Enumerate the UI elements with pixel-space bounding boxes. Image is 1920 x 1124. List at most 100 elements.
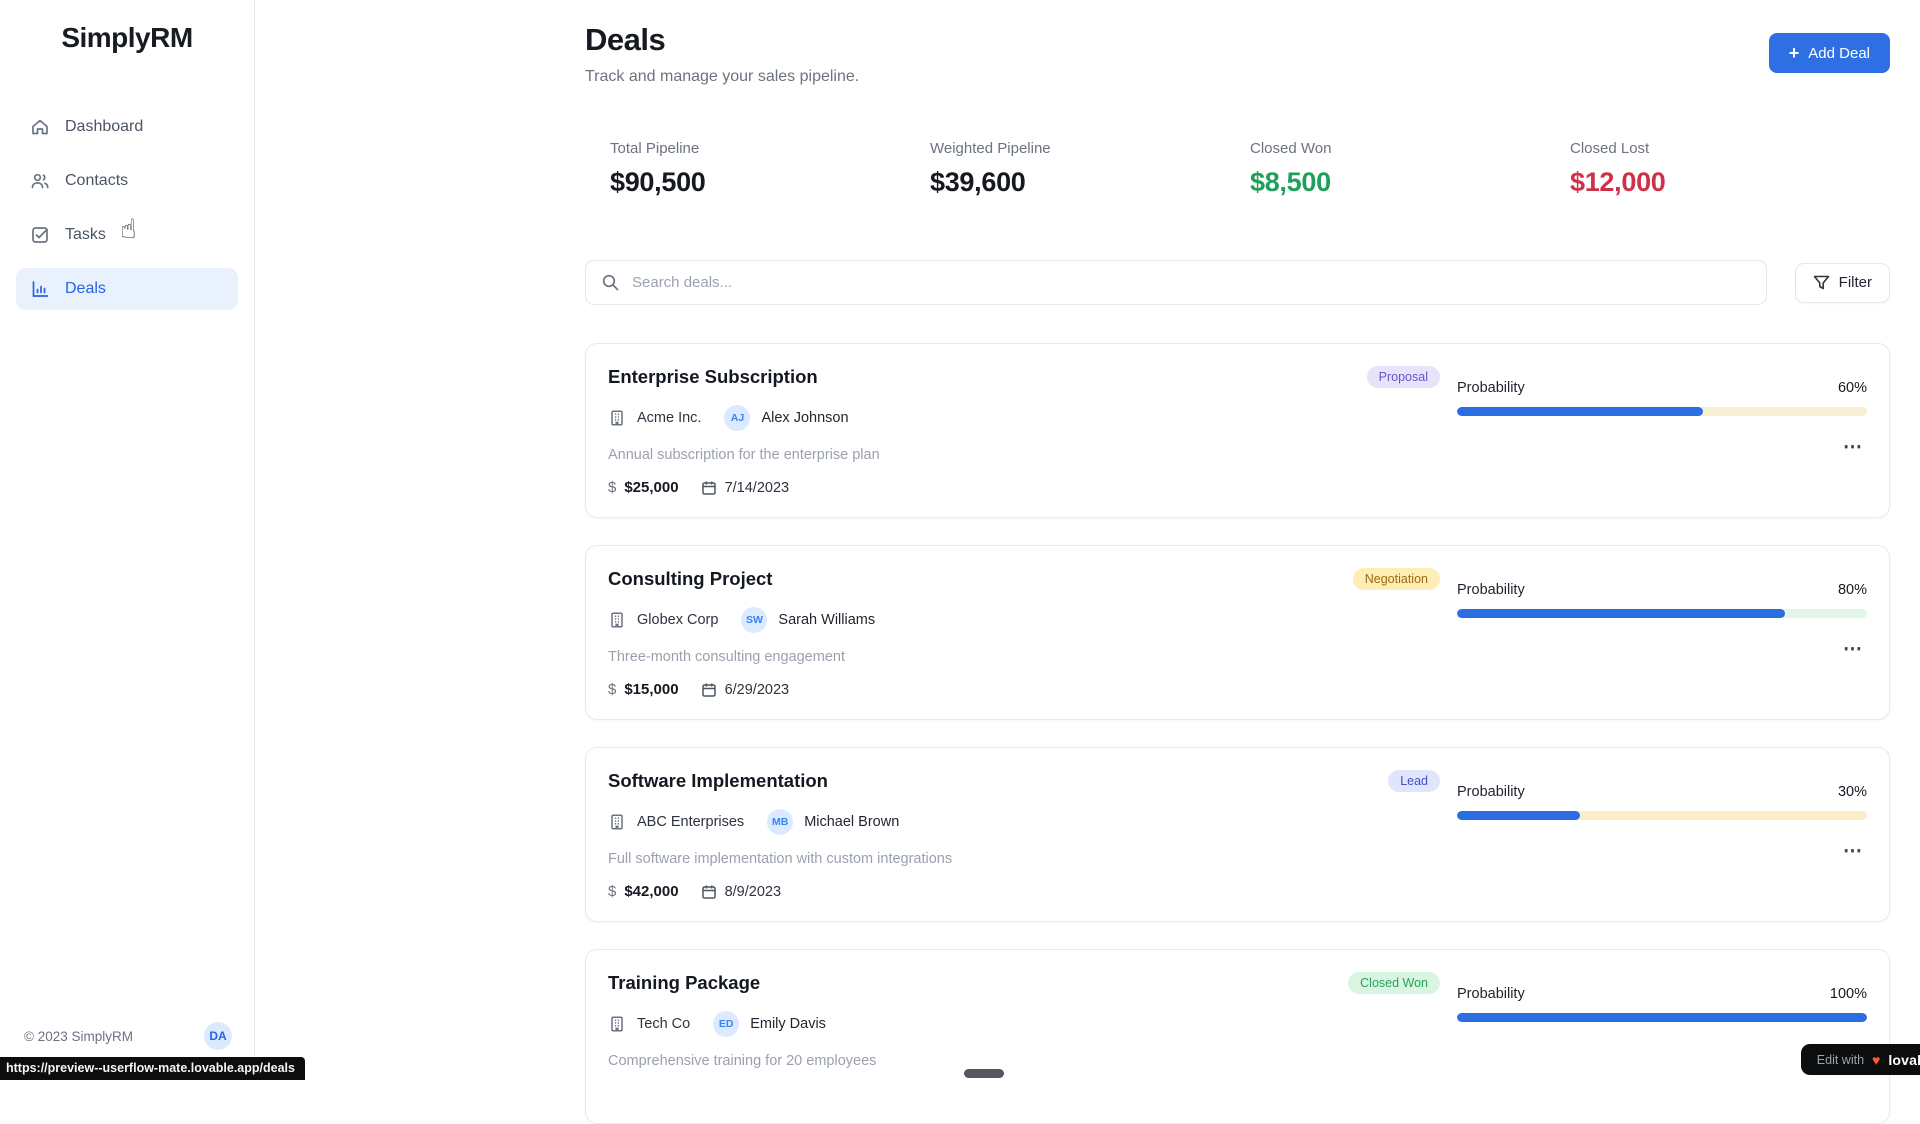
page-subtitle: Track and manage your sales pipeline. (585, 68, 860, 85)
contacts-icon (30, 171, 50, 191)
sidebar-nav: Dashboard Contacts Tasks Deals (0, 106, 254, 310)
contact-name: Emily Davis (750, 1016, 826, 1032)
add-deal-button[interactable]: + Add Deal (1768, 33, 1890, 73)
tasks-icon (30, 225, 50, 245)
deal-amount: $42,000 (624, 883, 679, 900)
probability-fill (1457, 407, 1703, 416)
sidebar-item-label: Dashboard (65, 118, 144, 135)
company-name: Globex Corp (637, 612, 719, 628)
home-icon (30, 117, 50, 137)
calendar-icon (701, 480, 717, 496)
deal-meta: $ $42,000 8/9/2023 (608, 883, 952, 900)
deal-list: Enterprise Subscription Acme Inc. AJ Ale… (585, 343, 1890, 1124)
calendar-icon (701, 682, 717, 698)
deal-description: Annual subscription for the enterprise p… (608, 447, 880, 463)
deal-close-date: 8/9/2023 (724, 883, 782, 900)
mouse-cursor: ☝ (120, 214, 137, 244)
company-name: Acme Inc. (637, 410, 702, 426)
contact-avatar: SW (741, 607, 768, 633)
page-header: Deals Track and manage your sales pipeli… (585, 0, 1890, 86)
sidebar-item-deals[interactable]: Deals (16, 268, 238, 310)
probability-label: Probability (1457, 986, 1525, 1002)
building-icon (608, 813, 626, 831)
contact-avatar: ED (713, 1011, 740, 1037)
sidebar-item-label: Contacts (65, 172, 129, 189)
filter-icon (1813, 274, 1830, 291)
deal-people: Tech Co ED Emily Davis (608, 1011, 876, 1037)
page-title: Deals (585, 22, 666, 57)
app-logo: SimplyRM (61, 22, 193, 53)
company-name: ABC Enterprises (637, 814, 745, 830)
deal-card: Software Implementation ABC Enterprises … (585, 747, 1890, 922)
copyright-text: © 2023 SimplyRM (24, 1028, 133, 1044)
plus-icon: + (1788, 43, 1800, 63)
deal-title: Training Package (608, 972, 761, 993)
edit-with-lovable-badge[interactable]: Edit with ♥ lovable (1800, 1044, 1920, 1075)
probability-track (1457, 811, 1867, 820)
probability-label: Probability (1457, 380, 1525, 396)
more-menu-button[interactable]: ⋯ (1843, 639, 1863, 660)
more-menu-button[interactable]: ⋯ (1843, 841, 1863, 862)
contact-avatar: AJ (724, 405, 751, 431)
filter-button[interactable]: Filter (1794, 262, 1890, 303)
sidebar-item-contacts[interactable]: Contacts (16, 160, 238, 202)
deal-meta: $ $15,000 6/29/2023 (608, 681, 875, 698)
stage-badge: Proposal (1366, 366, 1440, 388)
deals-icon (30, 279, 50, 299)
lovable-brand-label: lovable (1888, 1051, 1920, 1068)
calendar-icon (701, 884, 717, 900)
add-deal-label: Add Deal (1808, 44, 1870, 62)
probability-block: Probability 100% (1457, 986, 1867, 1022)
edit-with-label: Edit with (1816, 1052, 1865, 1067)
sidebar-item-label: Tasks (65, 226, 106, 243)
contact-avatar: MB (767, 809, 794, 835)
deal-people: ABC Enterprises MB Michael Brown (608, 809, 952, 835)
scrollbar-handle[interactable] (964, 1069, 1004, 1078)
sidebar-item-dashboard[interactable]: Dashboard (16, 106, 238, 148)
stat-total-pipeline: Total Pipeline $90,500 (610, 140, 706, 197)
stage-badge: Negotiation (1352, 568, 1440, 590)
probability-value: 30% (1837, 784, 1867, 800)
building-icon (608, 1015, 626, 1033)
sidebar-item-label: Deals (65, 280, 106, 297)
search-input[interactable] (585, 260, 1767, 305)
filter-label: Filter (1838, 274, 1872, 291)
probability-fill (1457, 609, 1785, 618)
probability-block: Probability 60% (1457, 380, 1867, 416)
contact-name: Alex Johnson (761, 410, 849, 426)
contact-name: Michael Brown (804, 814, 900, 830)
stat-closed-lost: Closed Lost $12,000 (1570, 140, 1666, 197)
stat-weighted-pipeline: Weighted Pipeline $39,600 (930, 140, 1051, 197)
contact-name: Sarah Williams (778, 612, 876, 628)
deal-description: Full software implementation with custom… (608, 851, 953, 867)
probability-block: Probability 80% (1457, 582, 1867, 618)
stage-badge: Closed Won (1348, 972, 1440, 994)
probability-block: Probability 30% (1457, 784, 1867, 820)
deal-close-date: 7/14/2023 (724, 479, 790, 496)
sidebar-footer: © 2023 SimplyRM DA (0, 1008, 254, 1080)
dollar-icon: $ (608, 479, 617, 496)
probability-label: Probability (1457, 582, 1525, 598)
link-status-bar: https://preview--userflow-mate.lovable.a… (0, 1057, 305, 1080)
probability-track (1457, 609, 1867, 618)
dollar-icon: $ (608, 883, 617, 900)
more-menu-button[interactable]: ⋯ (1843, 437, 1863, 458)
probability-label: Probability (1457, 784, 1525, 800)
building-icon (608, 409, 626, 427)
deal-title: Consulting Project (608, 568, 773, 589)
probability-value: 60% (1837, 380, 1867, 396)
deals-toolbar: Filter (585, 260, 1890, 305)
user-avatar[interactable]: DA (204, 1022, 232, 1050)
dollar-icon: $ (608, 681, 617, 698)
company-name: Tech Co (637, 1016, 691, 1032)
heart-icon: ♥ (1872, 1051, 1881, 1068)
probability-fill (1457, 811, 1580, 820)
deal-close-date: 6/29/2023 (724, 681, 790, 698)
deal-people: Globex Corp SW Sarah Williams (608, 607, 875, 633)
deal-description: Comprehensive training for 20 employees (608, 1053, 877, 1069)
sidebar-item-tasks[interactable]: Tasks (16, 214, 238, 256)
deal-amount: $25,000 (624, 479, 679, 496)
deal-description: Three-month consulting engagement (608, 649, 845, 665)
building-icon (608, 611, 626, 629)
deal-card: Enterprise Subscription Acme Inc. AJ Ale… (585, 343, 1890, 518)
